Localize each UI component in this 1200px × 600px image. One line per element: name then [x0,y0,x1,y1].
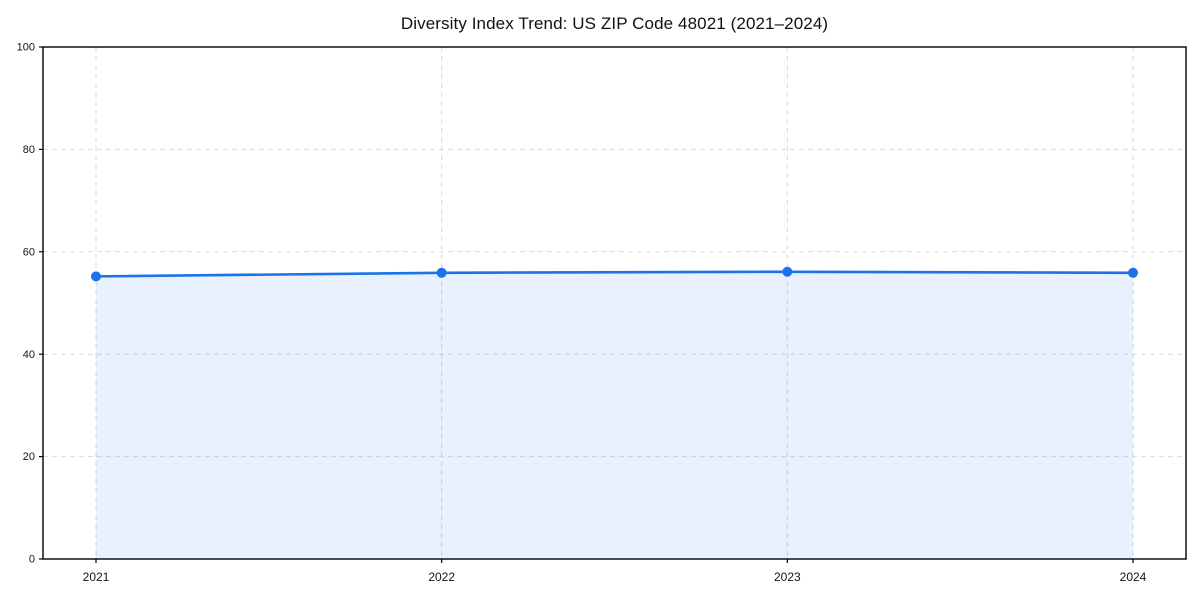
x-tick-label: 2023 [774,570,801,584]
y-tick-label: 60 [23,246,35,258]
area-fill [96,271,1133,559]
chart-title: Diversity Index Trend: US ZIP Code 48021… [400,14,829,33]
trend-line [94,270,1135,278]
x-tick-label: 2024 [1120,570,1147,584]
data-point-marker [1128,267,1138,278]
y-tick-label: 0 [29,554,35,566]
data-point-marker [91,271,101,282]
y-tick-label: 20 [23,451,35,463]
x-tick-label: 2022 [428,570,455,584]
data-point-marker [782,266,793,277]
y-tick-label: 80 [23,144,35,156]
x-tick-label: 2021 [83,570,110,584]
data-point-marker [436,267,447,278]
y-tick-label: 40 [23,349,35,361]
y-tick-label: 100 [17,42,35,54]
plot-border [42,46,1187,560]
